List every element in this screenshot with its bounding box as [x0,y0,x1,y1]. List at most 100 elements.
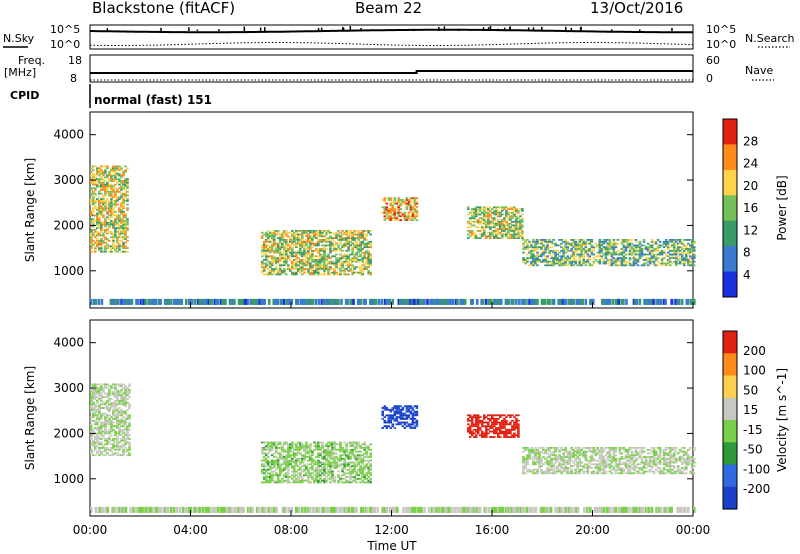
heatmap-cell [630,239,634,241]
heatmap-cell [92,180,95,182]
heatmap-cell [100,245,103,248]
heatmap-cell [634,259,638,261]
heatmap-cell [311,264,314,267]
heatmap-cell [355,237,358,239]
heatmap-cell [307,456,310,458]
heatmap-cell [411,215,415,218]
heatmap-cell [110,176,113,179]
heatmap-cell [311,255,314,258]
heatmap-cell [564,251,567,254]
heatmap-cell [517,436,520,438]
heatmap-cell [540,240,543,243]
heatmap-cell [116,203,119,206]
heatmap-cell [401,425,405,428]
heatmap-cell [642,264,646,267]
heatmap-cell [92,396,95,398]
heatmap-cell [678,242,682,245]
heatmap-cell [92,445,95,447]
heatmap-cell [624,260,628,263]
heatmap-cell [114,245,117,248]
heatmap-cell [297,479,300,482]
heatmap-cell [106,245,109,248]
heatmap-cell [436,298,440,305]
heatmap-cell [622,244,626,247]
heatmap-cell [283,457,286,460]
heatmap-cell [319,262,322,265]
heatmap-cell [90,245,93,248]
heatmap-cell [448,298,452,305]
heatmap-cell [124,398,127,400]
heatmap-cell [634,260,638,263]
heatmap-cell [552,298,556,305]
heatmap-cell [654,257,658,259]
heatmap-cell [122,450,125,453]
heatmap-cell [289,298,292,305]
heatmap-cell [497,219,500,221]
heatmap-cell [339,235,342,238]
heatmap-cell [114,438,117,440]
heatmap-cell [301,239,304,241]
heatmap-cell [369,271,372,274]
heatmap-cell [413,414,417,417]
heatmap-cell [289,447,292,449]
heatmap-cell [289,244,292,247]
heatmap-cell [309,259,312,261]
heatmap-cell [92,209,95,211]
heatmap-cell [116,223,119,226]
heatmap-cell [106,408,109,411]
heatmap-cell [347,457,350,460]
heatmap-cell [652,253,656,256]
heatmap-cell [295,244,298,247]
heatmap-cell [116,447,119,449]
heatmap-cell [309,255,312,258]
heatmap-cell [283,443,286,446]
heatmap-cell [331,456,334,458]
heatmap-cell [281,231,284,234]
heatmap-cell [466,419,470,422]
heatmap-cell [301,443,304,446]
heatmap-cell [343,273,346,276]
heatmap-cell [474,430,478,433]
heatmap-cell [319,477,322,480]
heatmap-cell [94,178,97,180]
heatmap-cell [108,430,111,433]
heatmap-cell [411,414,415,417]
heatmap-cell [586,248,590,250]
heatmap-cell [598,255,602,258]
heatmap-cell [96,432,99,435]
heatmap-cell [349,237,352,239]
heatmap-cell [353,237,356,239]
heatmap-cell [311,257,314,259]
heatmap-cell [413,210,417,212]
heatmap-cell [249,298,253,305]
heatmap-cell [483,226,486,229]
heatmap-cell [116,178,119,180]
heatmap-cell [317,271,320,274]
heatmap-cell [100,441,103,444]
heatmap-cell [680,259,684,261]
heatmap-cell [207,298,211,305]
heatmap-cell [355,443,358,446]
heatmap-cell [341,249,344,252]
heatmap-cell [363,255,366,258]
heatmap-cell [303,445,306,447]
heatmap-cell [337,474,340,477]
heatmap-cell [499,427,502,429]
heatmap-cell [524,248,527,250]
heatmap-cell [497,418,500,420]
heatmap-cell [685,260,688,263]
heatmap-cell [110,447,113,449]
heatmap-cell [558,251,561,254]
heatmap-cell [299,448,302,451]
heatmap-cell [347,237,350,239]
heatmap-cell [327,244,330,247]
heatmap-cell [337,259,340,261]
heatmap-cell [564,246,567,249]
heatmap-cell [104,180,107,182]
heatmap-cell [122,207,125,210]
heatmap-cell [409,202,413,205]
heatmap-cell [329,231,332,234]
heatmap-cell [94,407,97,409]
heatmap-cell [116,227,119,229]
heatmap-cell [515,419,518,422]
